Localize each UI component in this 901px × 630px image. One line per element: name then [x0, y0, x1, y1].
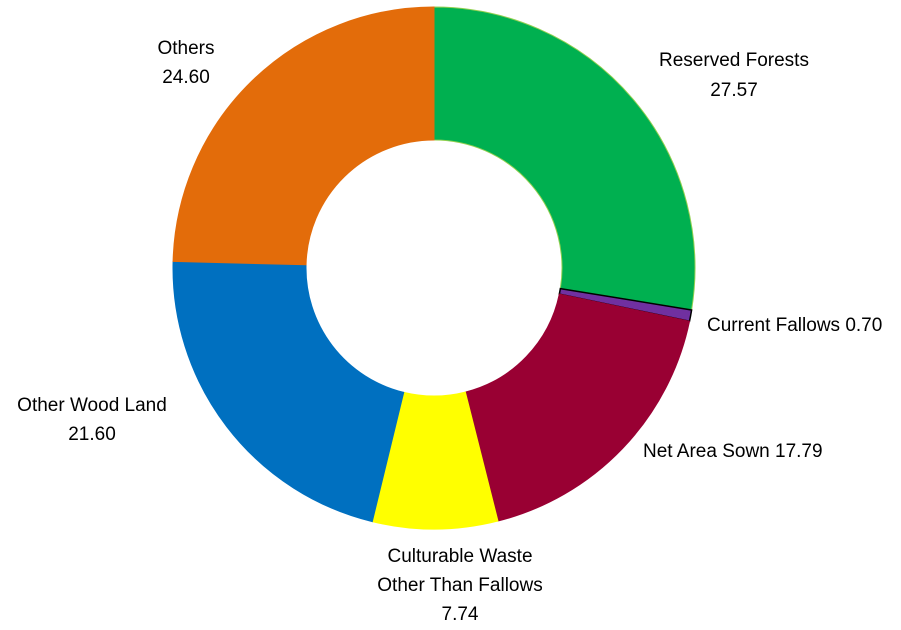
label-reserved-forests-name: Reserved Forests: [659, 50, 809, 71]
label-others-value: 24.60: [162, 67, 210, 88]
label-culturable-waste-line2: Other Than Fallows: [377, 575, 542, 596]
label-others-name: Others: [157, 38, 214, 59]
label-net-area-sown: Net Area Sown 17.79: [643, 441, 823, 462]
label-other-wood-land-name: Other Wood Land: [17, 395, 167, 416]
slice-reserved-forests: [433, 6, 696, 311]
label-culturable-waste-value: 7.74: [442, 604, 479, 625]
slice-net-area-sown: [464, 293, 691, 522]
label-reserved-forests-value: 27.57: [710, 80, 758, 101]
label-other-wood-land-value: 21.60: [68, 424, 116, 445]
donut-slices: [172, 6, 696, 530]
slice-others: [172, 6, 435, 266]
label-current-fallows: Current Fallows 0.70: [707, 315, 882, 336]
label-culturable-waste-line1: Culturable Waste: [387, 546, 532, 567]
slice-other-wood-land: [172, 260, 405, 523]
